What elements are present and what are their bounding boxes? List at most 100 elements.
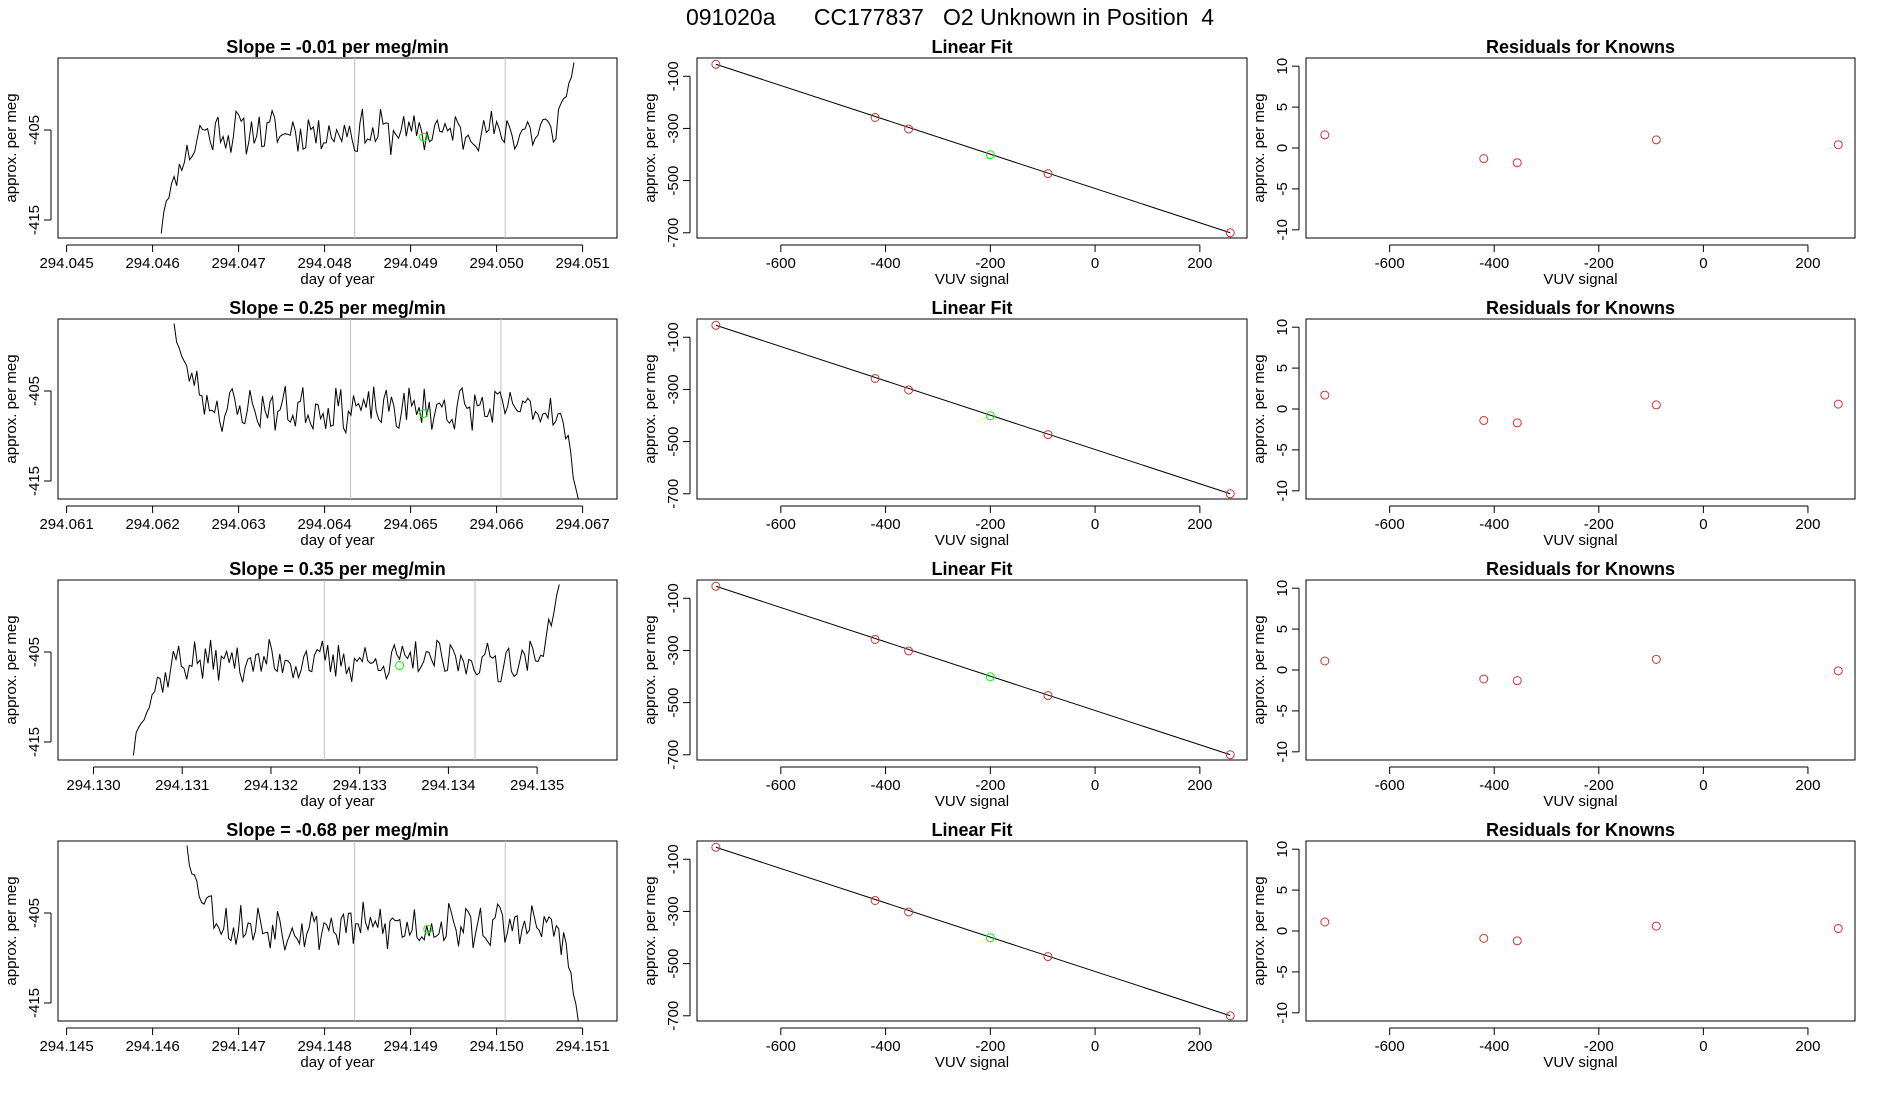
x-tick-label: -200 (1584, 516, 1614, 533)
panel-residuals-row4: Residuals for Knowns -600 -400 -200 0 200 VUV … (1251, 820, 1856, 1071)
residual-point (1479, 415, 1489, 425)
residual-point (1651, 135, 1661, 145)
y-tick-label: 5 (1274, 364, 1291, 372)
x-tick-label: 200 (1187, 516, 1212, 533)
x-tick-label: -600 (766, 777, 796, 794)
x-tick-label: 294.151 (555, 1038, 609, 1055)
y-tick-label: -300 (665, 896, 682, 926)
panel-fit-row2: Linear Fit -600 -400 -200 0 200 VUV signal -100… (642, 298, 1248, 549)
plot-frame (57, 579, 618, 761)
unknown-mean-point (395, 661, 405, 670)
x-axis-label: day of year (300, 532, 374, 549)
residual-point (1651, 400, 1661, 410)
known-point (870, 373, 880, 383)
x-axis-label: VUV signal (1543, 271, 1617, 288)
y-tick-label: -415 (26, 988, 43, 1018)
x-tick-label: 294.130 (66, 777, 120, 794)
known-point (1225, 489, 1235, 499)
plot-area (1320, 130, 1843, 168)
unknown-point (985, 672, 995, 682)
y-axis-label: approx. per meg (1251, 93, 1268, 202)
residual-point (1833, 140, 1843, 150)
x-tick-label: 294.147 (211, 1038, 265, 1055)
x-tick-label: 294.048 (297, 255, 351, 272)
x-tick-label: 294.066 (469, 516, 523, 533)
x-tick-label: 294.050 (469, 255, 523, 272)
x-tick-label: 294.133 (333, 777, 387, 794)
x-tick-label: -600 (1375, 777, 1405, 794)
chart-title: Linear Fit (931, 298, 1012, 318)
y-axis-label: approx. per meg (3, 93, 20, 202)
y-axis-label: approx. per meg (3, 615, 20, 724)
y-tick-label: 0 (1274, 405, 1291, 413)
x-tick-label: -400 (1479, 255, 1509, 272)
x-tick-label: -600 (1375, 1038, 1405, 1055)
known-point (1225, 750, 1235, 760)
residual-point (1512, 158, 1522, 168)
plot-area (1320, 917, 1843, 946)
x-tick-label: 200 (1187, 1038, 1212, 1055)
y-tick-label: 0 (1274, 927, 1291, 935)
residual-point (1512, 936, 1522, 946)
chart-title: Slope = -0.68 per meg/min (226, 820, 449, 840)
y-tick-label: 5 (1274, 625, 1291, 633)
x-tick-label: 0 (1699, 1038, 1707, 1055)
x-tick-label: -400 (871, 777, 901, 794)
y-axis-label: approx. per meg (1251, 615, 1268, 724)
x-tick-label: 294.061 (39, 516, 93, 533)
fit-line (715, 585, 1231, 756)
x-tick-label: -400 (871, 1038, 901, 1055)
plot-area (711, 320, 1235, 499)
y-tick-label: 0 (1274, 144, 1291, 152)
x-axis-label: VUV signal (1543, 532, 1617, 549)
unknown-mean-point (419, 409, 428, 418)
x-tick-label: -200 (1584, 255, 1614, 272)
y-tick-label: -405 (26, 115, 43, 145)
y-tick-label: -5 (1274, 182, 1291, 195)
y-tick-label: -700 (665, 740, 682, 770)
x-tick-label: 200 (1187, 255, 1212, 272)
x-tick-label: -200 (975, 777, 1005, 794)
known-point (711, 320, 721, 330)
x-tick-label: 0 (1091, 777, 1099, 794)
y-axis-label: approx. per meg (642, 615, 659, 724)
y-tick-label: -100 (665, 61, 682, 91)
x-tick-label: 0 (1091, 1038, 1099, 1055)
known-point (870, 634, 880, 644)
x-tick-label: 294.065 (383, 516, 437, 533)
x-tick-label: 200 (1795, 777, 1820, 794)
y-tick-label: -700 (665, 1001, 682, 1031)
x-tick-label: 294.064 (297, 516, 351, 533)
residual-point (1320, 656, 1330, 666)
x-tick-label: -600 (1375, 255, 1405, 272)
residual-point (1479, 154, 1489, 164)
panel-fit-row4: Linear Fit -600 -400 -200 0 200 VUV signal -100… (642, 820, 1248, 1071)
y-tick-label: -10 (1274, 741, 1291, 763)
x-tick-label: -600 (766, 516, 796, 533)
plot-frame (1305, 57, 1856, 239)
panel-timeseries-row1: Slope = -0.01 per meg/min 294.045 294.046 2… (3, 37, 618, 288)
residual-point (1651, 654, 1661, 664)
y-tick-label: -405 (26, 898, 43, 928)
known-point (711, 581, 721, 591)
y-tick-label: -500 (665, 427, 682, 457)
chart-title: Residuals for Knowns (1486, 298, 1675, 318)
plot-area (711, 842, 1235, 1021)
panel-residuals-row1: Residuals for Knowns -600 -400 -200 0 200 VUV … (1251, 37, 1856, 288)
plot-frame (1305, 579, 1856, 761)
x-axis-label: VUV signal (1543, 1054, 1617, 1071)
x-tick-label: -400 (871, 255, 901, 272)
chart-title: Linear Fit (931, 559, 1012, 579)
unknown-point (985, 411, 995, 421)
x-tick-label: 0 (1699, 516, 1707, 533)
x-tick-label: -200 (1584, 1038, 1614, 1055)
x-tick-label: -200 (975, 1038, 1005, 1055)
x-tick-label: 294.049 (383, 255, 437, 272)
chart-title: Slope = 0.25 per meg/min (229, 298, 446, 318)
plot-frame (57, 57, 618, 239)
plot-frame (696, 840, 1248, 1022)
y-tick-label: -300 (665, 635, 682, 665)
chart-title: Slope = 0.35 per meg/min (229, 559, 446, 579)
y-tick-label: 10 (1274, 319, 1291, 336)
signal-trace (173, 323, 579, 499)
